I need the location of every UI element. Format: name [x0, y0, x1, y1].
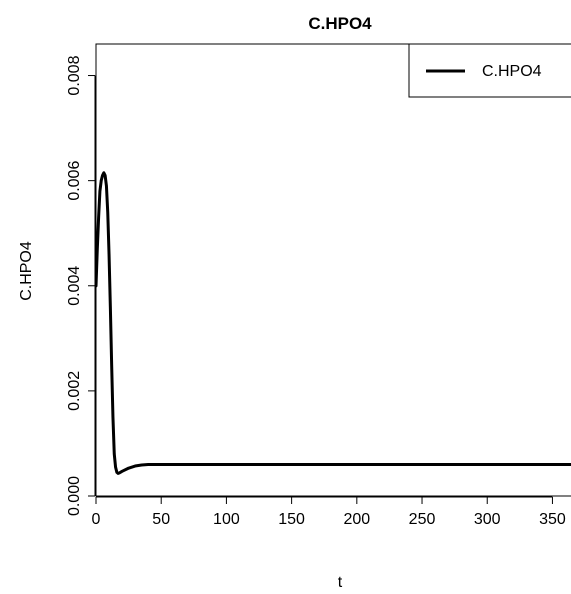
y-tick-label: 0.000 — [66, 476, 83, 516]
legend-label-c-hpo4: C.HPO4 — [482, 63, 542, 80]
x-tick-label: 350 — [539, 511, 566, 528]
y-tick-label: 0.002 — [66, 371, 83, 411]
x-axis-title: t — [338, 574, 343, 591]
legend: C.HPO4 — [408, 43, 571, 98]
series-line-c-hpo4 — [94, 171, 571, 475]
y-tick-label: 0.006 — [66, 161, 83, 201]
y-tick-label: 0.008 — [66, 55, 83, 95]
y-axis: 0.000 0.002 0.004 0.006 0.008 — [66, 55, 96, 516]
x-tick-label: 300 — [474, 511, 501, 528]
x-tick-label: 150 — [278, 511, 305, 528]
chart-title: C.HPO4 — [308, 14, 372, 33]
x-tick-label: 200 — [343, 511, 370, 528]
y-tick-label: 0.004 — [66, 266, 83, 306]
plot-frame — [95, 43, 571, 497]
x-tick-label: 0 — [92, 511, 101, 528]
x-tick-label: 100 — [213, 511, 240, 528]
y-axis-title: C.HPO4 — [18, 241, 35, 301]
x-axis: 0 50 100 150 200 250 300 350 — [92, 496, 566, 528]
x-tick-label: 250 — [409, 511, 436, 528]
x-tick-label: 50 — [152, 511, 170, 528]
